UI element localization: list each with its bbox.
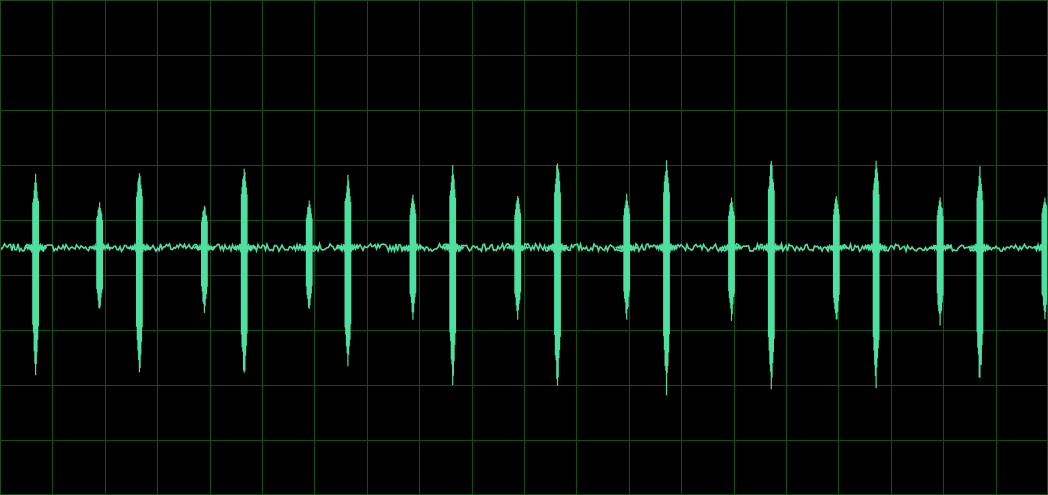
waveform-burst (928, 197, 952, 326)
waveform-burst (864, 160, 888, 389)
waveform-burst (336, 174, 360, 367)
waveform-burst (506, 196, 530, 320)
waveform-burst (968, 166, 992, 378)
waveform-burst (545, 163, 570, 386)
waveform-trace-group (0, 160, 1048, 396)
waveform-burst (127, 173, 151, 373)
waveform-burst (654, 160, 679, 396)
waveform-burst (759, 160, 783, 390)
waveform-burst (719, 197, 744, 321)
waveform-burst (232, 168, 256, 373)
waveform-burst (441, 165, 465, 385)
waveform-burst (824, 196, 848, 320)
waveform-burst (297, 200, 321, 309)
waveform-burst (88, 202, 112, 309)
waveform-burst (401, 194, 425, 320)
waveform-burst (192, 205, 216, 313)
waveform-burst (615, 193, 639, 320)
waveform-burst (24, 173, 48, 376)
